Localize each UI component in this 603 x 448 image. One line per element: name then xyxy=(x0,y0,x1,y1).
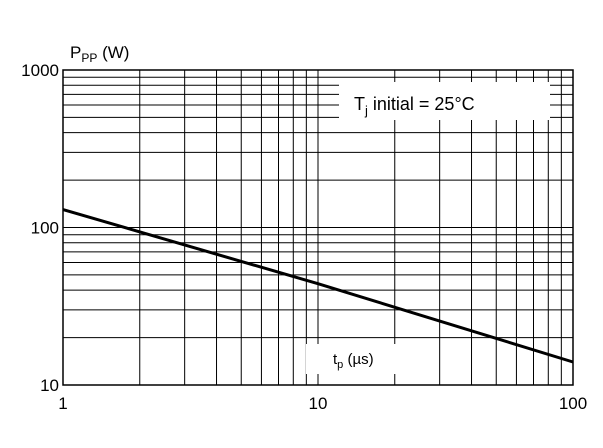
y-tick-label: 100 xyxy=(31,219,59,238)
series-layer xyxy=(62,208,574,364)
x-axis-label-main: t xyxy=(333,351,338,368)
x-tick-label: 1 xyxy=(58,394,67,413)
annotation-background xyxy=(339,82,550,120)
y-tick-label: 1000 xyxy=(21,61,59,80)
x-axis-label-suffix: (µs) xyxy=(343,351,373,368)
annotation-box: Tj initial = 25°C xyxy=(339,82,550,120)
x-tick-label: 10 xyxy=(309,394,328,413)
y-axis-label-suffix: (W) xyxy=(97,43,129,62)
x-tick-label: 100 xyxy=(559,394,587,413)
annotation-sub: j xyxy=(364,103,368,118)
annotation-main: T xyxy=(354,94,365,114)
plot-frame xyxy=(62,69,574,386)
y-axis-label-sub: PP xyxy=(81,51,97,65)
y-tick-label: 10 xyxy=(40,376,59,395)
x-axis-label-sub: p xyxy=(337,359,343,371)
grid-layer xyxy=(63,70,573,385)
series-line xyxy=(62,208,574,364)
svg-text:tp (µs): tp (µs) xyxy=(333,351,374,371)
annotation-suffix: initial = 25°C xyxy=(368,94,475,114)
y-axis-label: PPP (W) xyxy=(70,43,129,65)
x-axis-label-background xyxy=(306,344,398,374)
svg-text:PPP (W): PPP (W) xyxy=(70,43,129,65)
y-axis-label-main: P xyxy=(70,43,81,62)
x-axis-label: tp (µs) xyxy=(306,344,398,374)
svg-text:Tj initial = 25°C: Tj initial = 25°C xyxy=(354,94,475,118)
